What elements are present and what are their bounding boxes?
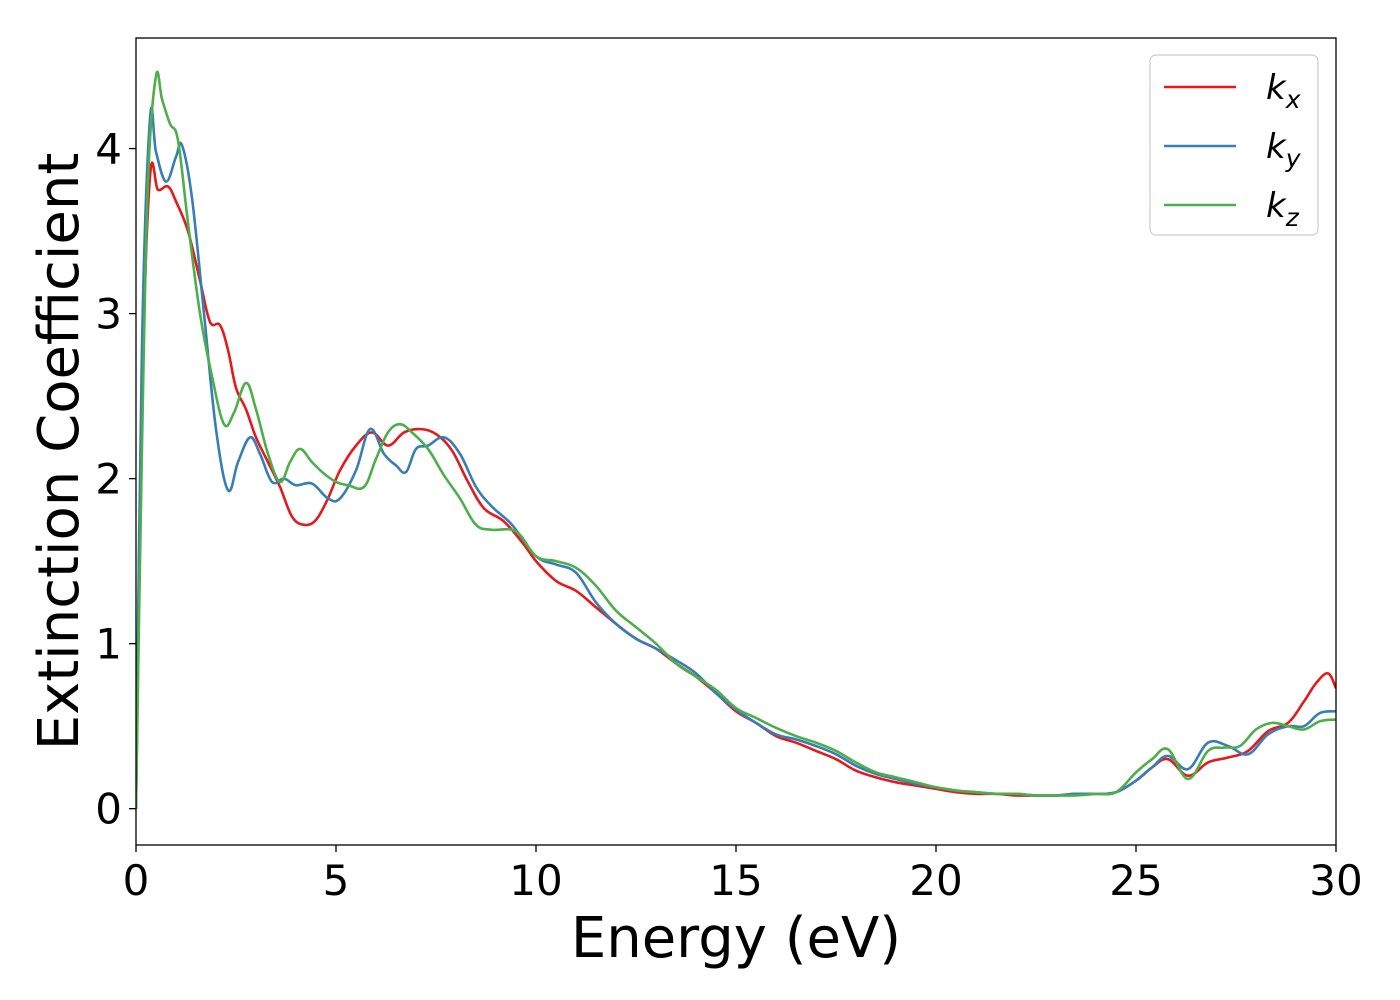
x-tick-label: 15 [709, 856, 762, 905]
legend-label-x: kx [1266, 68, 1301, 114]
legend-label-y: ky [1266, 127, 1302, 173]
ticks-layer: 0 5 10 15 20 25 30 0 1 2 3 4 [95, 125, 1362, 905]
x-axis-label: Energy (eV) [571, 906, 901, 971]
y-axis-label: Extinction Coefficient [27, 153, 92, 751]
series-line-z [136, 70, 1336, 809]
series-layer [136, 70, 1336, 809]
legend-label-z: kz [1266, 186, 1300, 232]
y-tick-label: 3 [95, 290, 122, 339]
x-tick-label: 10 [509, 856, 562, 905]
y-tick-label: 4 [95, 125, 122, 174]
y-tick-label: 2 [95, 455, 122, 504]
x-tick-label: 5 [323, 856, 350, 905]
y-tick-label: 0 [95, 785, 122, 834]
legend: kx ky kz [1149, 54, 1319, 236]
y-tick-label: 1 [95, 620, 122, 669]
x-tick-label: 25 [1109, 856, 1162, 905]
x-tick-label: 30 [1309, 856, 1362, 905]
x-tick-label: 0 [123, 856, 150, 905]
x-tick-label: 20 [909, 856, 962, 905]
